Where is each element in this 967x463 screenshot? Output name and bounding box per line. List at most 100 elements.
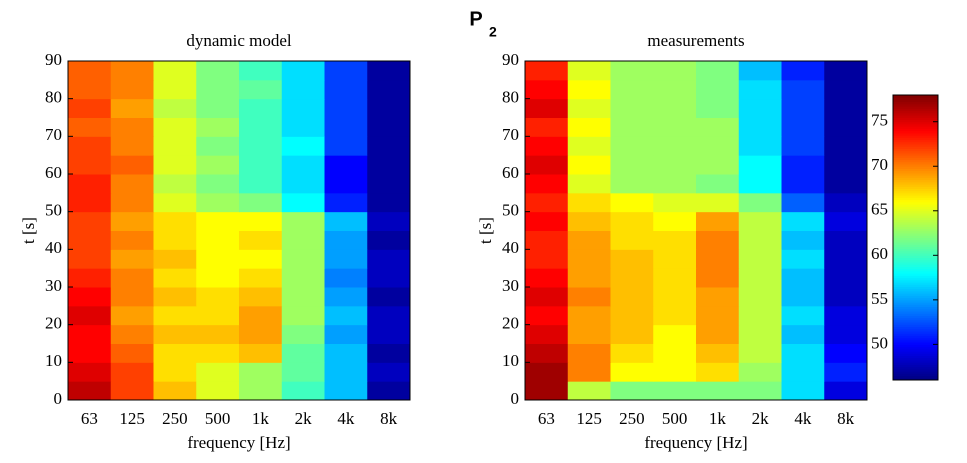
heatmap-cell xyxy=(324,117,368,137)
colorbar-gradient xyxy=(893,335,938,339)
colorbar-gradient xyxy=(893,339,938,343)
heatmap-cell xyxy=(781,249,825,269)
heatmap-cell xyxy=(696,98,740,118)
heatmap-cell xyxy=(196,381,240,401)
heatmap-cell xyxy=(239,61,283,81)
colorbar-gradient xyxy=(893,373,938,377)
y-tick-label: 20 xyxy=(45,314,62,333)
heatmap-cell xyxy=(824,343,868,363)
colorbar-gradient xyxy=(893,197,938,201)
heatmap-cell xyxy=(281,117,325,137)
heatmap-cell xyxy=(153,79,197,100)
heatmap-cell xyxy=(696,192,740,213)
heatmap-cell xyxy=(110,155,154,175)
colorbar-gradient xyxy=(893,344,938,348)
heatmap-cell xyxy=(239,211,283,231)
heatmap-cell xyxy=(824,268,868,288)
heatmap-cell xyxy=(196,305,240,326)
heatmap-cell xyxy=(239,192,283,213)
heatmap-cell xyxy=(367,61,411,81)
colorbar-gradient xyxy=(893,328,938,332)
heatmap-cell xyxy=(824,287,868,307)
heatmap-cell xyxy=(567,343,611,363)
y-tick-label: 60 xyxy=(502,163,519,182)
heatmap-cell xyxy=(239,381,283,401)
colorbar-gradient xyxy=(893,313,938,316)
heatmap-cell xyxy=(110,136,154,156)
heatmap-cell xyxy=(525,174,569,194)
colorbar-gradient xyxy=(893,333,938,336)
heatmap-cell xyxy=(367,79,411,100)
heatmap-cell xyxy=(239,117,283,137)
heatmap-cell xyxy=(68,117,112,137)
colorbar-gradient xyxy=(893,259,938,263)
heatmap-cell xyxy=(653,287,697,307)
colorbar-gradient xyxy=(893,103,938,107)
heatmap-cell xyxy=(68,155,112,175)
heatmap-cell xyxy=(567,79,611,100)
x-tick-label: 250 xyxy=(619,409,645,428)
colorbar-gradient xyxy=(893,97,938,100)
colorbar-gradient xyxy=(893,253,938,256)
heatmap-cell xyxy=(610,287,654,307)
heatmap-cell xyxy=(610,174,654,194)
colorbar-gradient xyxy=(893,241,938,245)
heatmap-cell xyxy=(653,136,697,156)
colorbar-gradient xyxy=(893,268,938,272)
heatmap-cell xyxy=(281,61,325,81)
colorbar-gradient xyxy=(893,175,938,178)
heatmap-cell xyxy=(281,305,325,326)
heatmap-cell xyxy=(281,381,325,401)
heatmap-cell xyxy=(367,305,411,326)
colorbar-gradient xyxy=(893,108,938,112)
heatmap-cell xyxy=(696,362,740,382)
colorbar-gradient xyxy=(893,186,938,190)
heatmap-cell xyxy=(696,268,740,288)
heatmap-cell xyxy=(696,305,740,326)
heatmap-cell xyxy=(653,249,697,269)
heatmap-cell xyxy=(610,362,654,382)
colorbar-gradient xyxy=(893,364,938,368)
heatmap-cell xyxy=(239,305,283,326)
y-tick-label: 60 xyxy=(45,163,62,182)
heatmap-cell xyxy=(781,324,825,344)
colorbar-gradient xyxy=(893,273,938,276)
heatmap-cell xyxy=(696,61,740,81)
heatmap-cell xyxy=(110,79,154,100)
heatmap-cell xyxy=(110,343,154,363)
heatmap-cell xyxy=(781,362,825,382)
heatmap-cell xyxy=(239,249,283,269)
colorbar-gradient xyxy=(893,143,938,147)
heatmap-cell xyxy=(610,192,654,213)
heatmap-cell xyxy=(696,174,740,194)
colorbar-gradient xyxy=(893,261,938,265)
x-tick-label: 125 xyxy=(119,409,145,428)
heatmap-cell xyxy=(696,79,740,100)
heatmap-cell xyxy=(610,249,654,269)
colorbar-gradient xyxy=(893,235,938,238)
heatmap-cell xyxy=(196,324,240,344)
colorbar-gradient xyxy=(893,346,938,350)
colorbar-gradient xyxy=(893,168,938,172)
heatmap-cell xyxy=(281,79,325,100)
heatmap-cell xyxy=(653,324,697,344)
x-tick-label: 63 xyxy=(81,409,98,428)
colorbar-gradient xyxy=(893,166,938,169)
colorbar-gradient xyxy=(893,130,938,134)
heatmap-cell xyxy=(196,79,240,100)
colorbar-gradient xyxy=(893,221,938,225)
heatmap-cell xyxy=(567,98,611,118)
heatmap-cell xyxy=(525,305,569,326)
heatmap-cell xyxy=(324,362,368,382)
heatmap-cell xyxy=(324,268,368,288)
heatmap-cell xyxy=(281,98,325,118)
heatmap-cell xyxy=(696,249,740,269)
y-tick-label: 70 xyxy=(502,125,519,144)
heatmap-cell xyxy=(110,98,154,118)
heatmap-cell xyxy=(281,343,325,363)
colorbar-tick-label: 70 xyxy=(871,155,888,174)
heatmap-cell xyxy=(653,174,697,194)
heatmap-cell xyxy=(525,249,569,269)
colorbar-gradient xyxy=(893,210,938,214)
